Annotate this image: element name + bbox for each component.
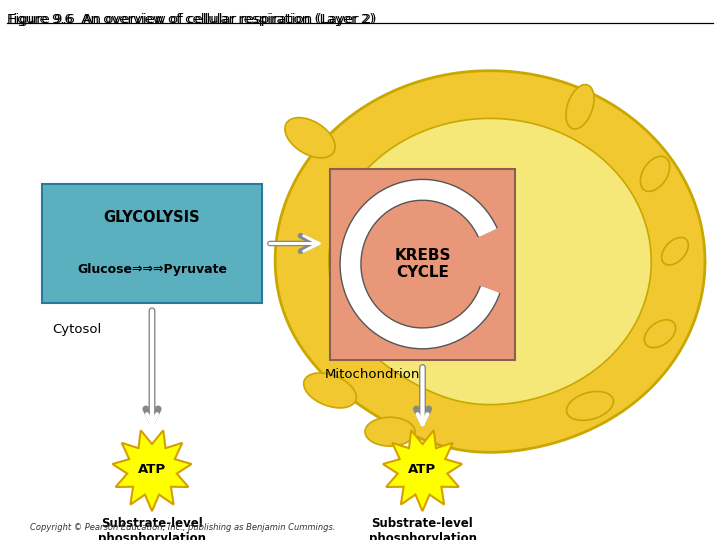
Bar <box>42 184 262 303</box>
Polygon shape <box>383 430 462 511</box>
Ellipse shape <box>304 373 356 408</box>
Polygon shape <box>275 71 705 453</box>
Ellipse shape <box>285 118 335 158</box>
Text: ATP: ATP <box>138 463 166 476</box>
Text: Figure 9.6  An overview of cellular respiration (Layer 2): Figure 9.6 An overview of cellular respi… <box>9 13 376 26</box>
Text: GLYCOLYSIS: GLYCOLYSIS <box>104 210 200 225</box>
Text: Glucose⇒⇒⇒Pyruvate: Glucose⇒⇒⇒Pyruvate <box>77 263 227 276</box>
Ellipse shape <box>365 417 415 446</box>
Ellipse shape <box>662 238 688 265</box>
Text: Cytosol: Cytosol <box>52 323 102 336</box>
Text: Substrate-level
phosphorylation: Substrate-level phosphorylation <box>369 517 477 540</box>
Ellipse shape <box>567 392 613 420</box>
Text: Mitochondrion: Mitochondrion <box>325 368 420 381</box>
Text: Copyright © Pearson Education, Inc., publishing as Benjamin Cummings.: Copyright © Pearson Education, Inc., pub… <box>30 523 336 532</box>
Text: Figure 9.6  An overview of cellular respiration (Layer 2): Figure 9.6 An overview of cellular respi… <box>7 14 374 26</box>
Polygon shape <box>112 430 192 511</box>
Polygon shape <box>329 118 652 404</box>
Ellipse shape <box>644 320 675 348</box>
Ellipse shape <box>566 85 594 129</box>
Text: Substrate-level
phosphorylation: Substrate-level phosphorylation <box>98 517 206 540</box>
Ellipse shape <box>640 156 670 191</box>
Bar <box>330 168 515 360</box>
Text: KREBS
CYCLE: KREBS CYCLE <box>395 248 451 280</box>
Text: ATP: ATP <box>408 463 436 476</box>
